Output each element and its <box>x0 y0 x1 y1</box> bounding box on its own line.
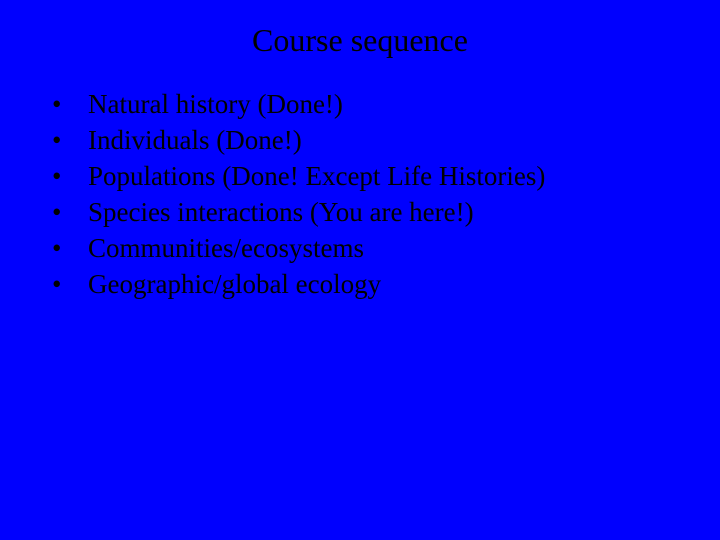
slide-title: Course sequence <box>0 22 720 59</box>
bullet-icon: • <box>48 87 88 123</box>
bullet-text: Geographic/global ecology <box>88 267 720 303</box>
bullet-icon: • <box>48 231 88 267</box>
bullet-text: Individuals (Done!) <box>88 123 720 159</box>
list-item: • Geographic/global ecology <box>48 267 720 303</box>
list-item: • Species interactions (You are here!) <box>48 195 720 231</box>
list-item: • Communities/ecosystems <box>48 231 720 267</box>
bullet-text: Populations (Done! Except Life Histories… <box>88 159 720 195</box>
bullet-icon: • <box>48 123 88 159</box>
bullet-text: Species interactions (You are here!) <box>88 195 720 231</box>
bullet-icon: • <box>48 159 88 195</box>
bullet-icon: • <box>48 195 88 231</box>
list-item: • Individuals (Done!) <box>48 123 720 159</box>
bullet-text: Communities/ecosystems <box>88 231 720 267</box>
bullet-icon: • <box>48 267 88 303</box>
list-item: • Natural history (Done!) <box>48 87 720 123</box>
bullet-text: Natural history (Done!) <box>88 87 720 123</box>
slide: Course sequence • Natural history (Done!… <box>0 0 720 540</box>
bullet-list: • Natural history (Done!) • Individuals … <box>0 87 720 302</box>
list-item: • Populations (Done! Except Life Histori… <box>48 159 720 195</box>
